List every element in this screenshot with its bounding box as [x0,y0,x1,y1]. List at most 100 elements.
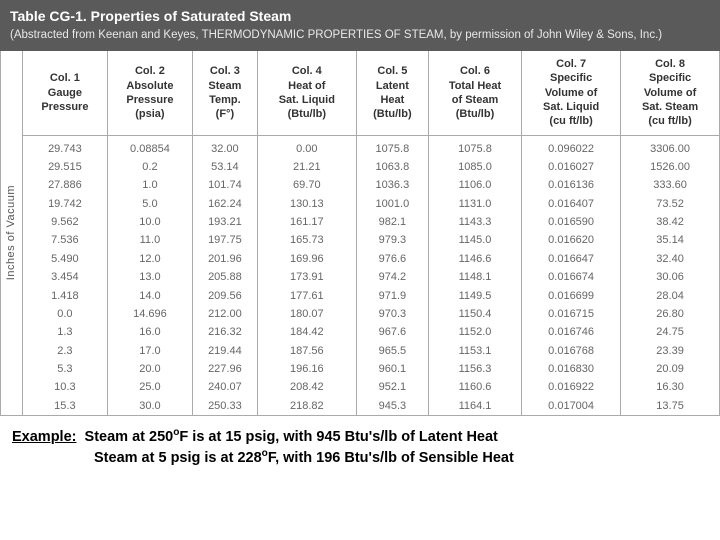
table-row: 7.53611.0197.75165.73979.31145.00.016620… [23,231,719,249]
table-cell: 1156.3 [428,360,521,378]
table-subtitle: (Abstracted from Keenan and Keyes, THERM… [10,27,710,43]
table-cell: 240.07 [193,378,258,396]
table-cell: 0.016922 [522,378,621,396]
table-cell: 173.91 [257,268,356,286]
table-row: 3.45413.0205.88173.91974.21148.10.016674… [23,268,719,286]
example-line2a: Steam at 5 psig is at 228 [94,450,262,466]
column-header: Col. 5LatentHeat(Btu/lb) [356,51,428,135]
table-cell: 11.0 [107,231,192,249]
table-cell: 967.6 [356,323,428,341]
table-cell: 0.016830 [522,360,621,378]
table-cell: 130.13 [257,195,356,213]
table-cell: 3.454 [23,268,107,286]
table-cell: 945.3 [356,397,428,415]
table-cell: 14.0 [107,286,192,304]
table-cell: 3306.00 [621,135,719,158]
column-header: Col. 4Heat ofSat. Liquid(Btu/lb) [257,51,356,135]
table-row: 15.330.0250.33218.82945.31164.10.0170041… [23,397,719,415]
table-cell: 1164.1 [428,397,521,415]
table-row: 9.56210.0193.21161.17982.11143.30.016590… [23,213,719,231]
table-cell: 218.82 [257,397,356,415]
table-cell: 12.0 [107,250,192,268]
table-row: 27.8861.0101.7469.701036.31106.00.016136… [23,176,719,194]
table-cell: 960.1 [356,360,428,378]
table-cell: 14.696 [107,305,192,323]
table-cell: 952.1 [356,378,428,396]
table-cell: 1106.0 [428,176,521,194]
table-cell: 0.016590 [522,213,621,231]
table-cell: 0.016699 [522,286,621,304]
table-cell: 162.24 [193,195,258,213]
table-cell: 1145.0 [428,231,521,249]
table-row: 1.316.0216.32184.42967.61152.00.01674624… [23,323,719,341]
table-cell: 30.06 [621,268,719,286]
table-cell: 32.00 [193,135,258,158]
table-cell: 19.742 [23,195,107,213]
table-cell: 0.0 [23,305,107,323]
table-cell: 2.3 [23,342,107,360]
table-cell: 970.3 [356,305,428,323]
table-cell: 0.08854 [107,135,192,158]
table-cell: 209.56 [193,286,258,304]
table-cell: 0.096022 [522,135,621,158]
table-row: 5.49012.0201.96169.96976.61146.60.016647… [23,250,719,268]
table-cell: 0.016715 [522,305,621,323]
example-label: Example: [12,429,76,445]
table-cell: 212.00 [193,305,258,323]
table-cell: 1152.0 [428,323,521,341]
table-cell: 976.6 [356,250,428,268]
table-row: 29.5150.253.1421.211063.81085.00.0160271… [23,158,719,176]
table-cell: 250.33 [193,397,258,415]
table-cell: 10.3 [23,378,107,396]
table-cell: 1.0 [107,176,192,194]
table-cell: 0.016620 [522,231,621,249]
column-header: Col. 6Total Heatof Steam(Btu/lb) [428,51,521,135]
table-cell: 1148.1 [428,268,521,286]
table-cell: 30.0 [107,397,192,415]
vertical-axis-label: Inches of Vacuum [1,51,23,415]
table-cell: 16.0 [107,323,192,341]
table-cell: 69.70 [257,176,356,194]
example-caption: Example: Steam at 250oF is at 15 psig, w… [0,416,720,475]
column-header: Col. 1GaugePressure [23,51,107,135]
table-cell: 25.0 [107,378,192,396]
table-cell: 216.32 [193,323,258,341]
table-cell: 196.16 [257,360,356,378]
table-cell: 197.75 [193,231,258,249]
table-cell: 1526.00 [621,158,719,176]
table-cell: 20.0 [107,360,192,378]
column-header: Col. 3SteamTemp.(F°) [193,51,258,135]
table-cell: 974.2 [356,268,428,286]
table-cell: 227.96 [193,360,258,378]
table-cell: 1001.0 [356,195,428,213]
table-row: 1.41814.0209.56177.61971.91149.50.016699… [23,286,719,304]
example-line1b: F is at 15 psig, with 945 Btu's/lb of La… [179,429,497,445]
table-cell: 1143.3 [428,213,521,231]
table-cell: 5.3 [23,360,107,378]
table-cell: 165.73 [257,231,356,249]
table-cell: 29.743 [23,135,107,158]
example-line2b: F, with 196 Btu's/lb of Sensible Heat [268,450,514,466]
table-row: 10.325.0240.07208.42952.11160.60.0169221… [23,378,719,396]
table-cell: 53.14 [193,158,258,176]
table-row: 19.7425.0162.24130.131001.01131.00.01640… [23,195,719,213]
table-cell: 5.490 [23,250,107,268]
table-cell: 1075.8 [428,135,521,158]
table-cell: 1160.6 [428,378,521,396]
table-header: Table CG-1. Properties of Saturated Stea… [0,0,720,51]
table-cell: 169.96 [257,250,356,268]
table-cell: 1153.1 [428,342,521,360]
table-title: Table CG-1. Properties of Saturated Stea… [10,8,710,24]
table-row: 29.7430.0885432.000.001075.81075.80.0960… [23,135,719,158]
table-cell: 0.016768 [522,342,621,360]
table-cell: 0.2 [107,158,192,176]
table-cell: 35.14 [621,231,719,249]
table-cell: 17.0 [107,342,192,360]
table-cell: 13.0 [107,268,192,286]
table-cell: 333.60 [621,176,719,194]
table-cell: 1.418 [23,286,107,304]
table-container: Inches of Vacuum Col. 1GaugePressure Col.… [0,51,720,416]
table-cell: 0.017004 [522,397,621,415]
table-cell: 982.1 [356,213,428,231]
table-cell: 1075.8 [356,135,428,158]
